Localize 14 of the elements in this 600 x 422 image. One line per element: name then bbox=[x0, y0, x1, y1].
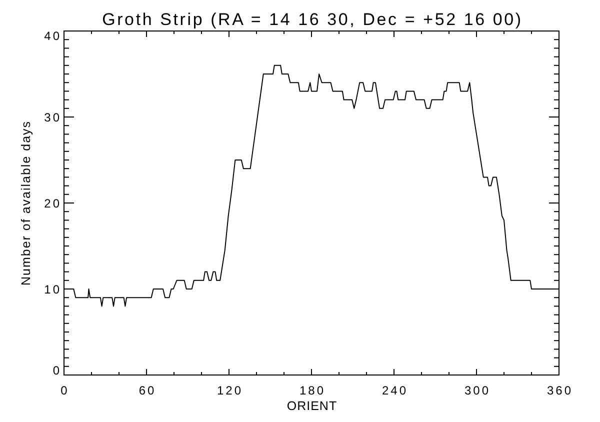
x-tick-label: 300 bbox=[464, 384, 491, 398]
x-tick-label: 360 bbox=[546, 384, 574, 398]
chart-title: Groth Strip (RA = 14 16 30, Dec = +52 16 00) bbox=[102, 10, 523, 29]
y-tick-label: 20 bbox=[44, 196, 62, 210]
x-tick-label: 180 bbox=[299, 384, 326, 398]
y-tick-label: 0 bbox=[52, 364, 62, 378]
y-tick-label: 30 bbox=[44, 110, 62, 124]
x-tick-label: 240 bbox=[382, 384, 408, 398]
x-tick-label: 60 bbox=[138, 384, 156, 398]
y-tick-label: 10 bbox=[44, 282, 62, 296]
y-axis-title: Number of available days bbox=[19, 120, 33, 286]
x-axis-title: ORIENT bbox=[286, 399, 338, 413]
y-tick-label: 40 bbox=[44, 28, 62, 43]
x-tick-label: 120 bbox=[216, 384, 244, 398]
